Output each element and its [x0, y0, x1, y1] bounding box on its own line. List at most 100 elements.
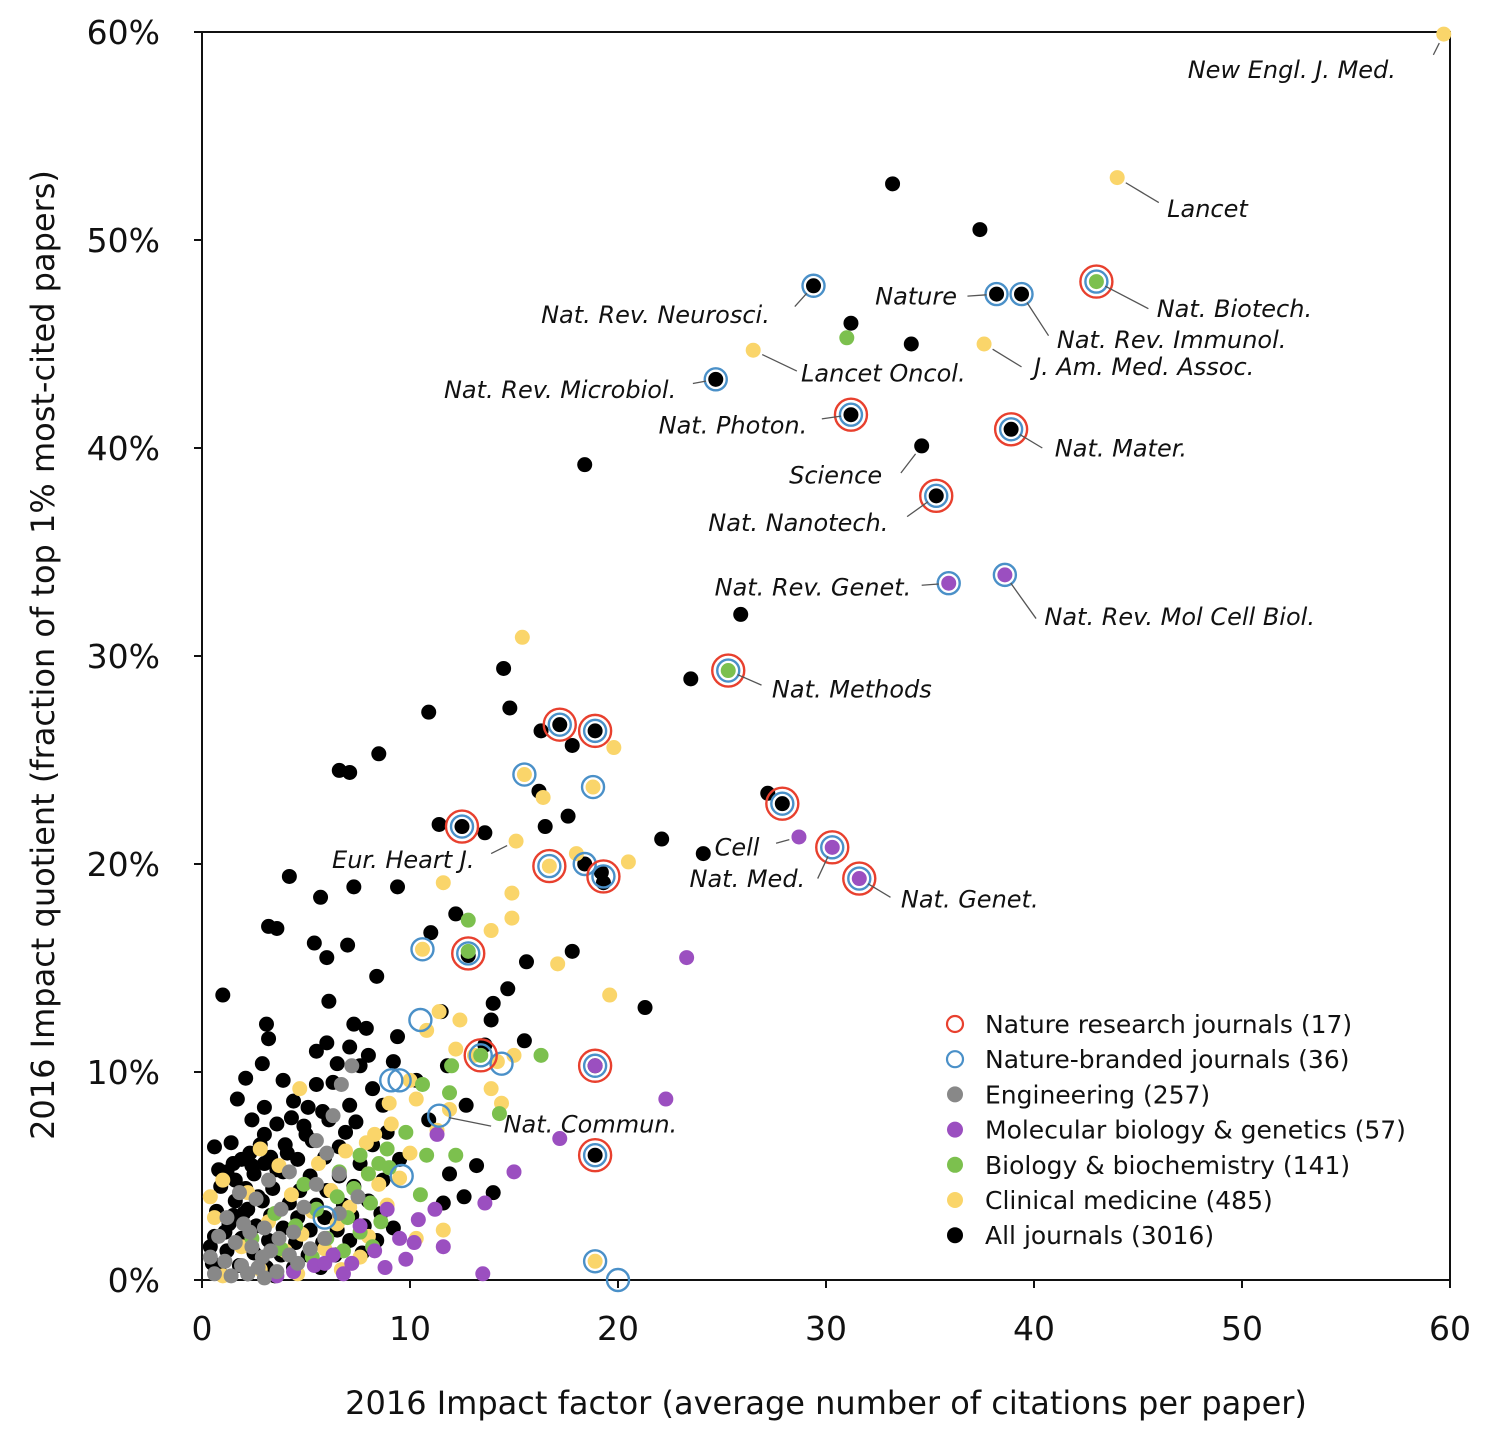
- clinical-point: [383, 1116, 399, 1132]
- molecular_biology-point: [435, 1239, 451, 1255]
- clinical-point: [745, 342, 761, 358]
- nature-branded-ring: [582, 1142, 608, 1168]
- clinical-point: [448, 1041, 464, 1057]
- all-point: [564, 737, 580, 753]
- all-point: [928, 488, 944, 504]
- all-point: [202, 1239, 218, 1255]
- biology-point: [839, 330, 855, 346]
- clinical-point: [483, 1081, 499, 1097]
- legend-swatch: [945, 1014, 965, 1034]
- legend-swatch: [947, 1086, 963, 1103]
- clinical-point: [283, 1187, 299, 1203]
- all-point: [223, 1135, 239, 1151]
- x-tick-label: 20: [597, 1309, 639, 1348]
- annotation-label: Nat. Rev. Genet.: [715, 574, 912, 602]
- annotation-label: Nat. Nanotech.: [708, 509, 888, 537]
- y-axis: 0% 10% 20% 30% 40% 50% 60%: [87, 13, 202, 1300]
- all-point: [500, 981, 516, 997]
- molecular_biology-point: [475, 1266, 491, 1282]
- all-point: [448, 906, 464, 922]
- legend-label: Molecular biology & genetics (57): [985, 1116, 1406, 1145]
- biology-point: [398, 1124, 414, 1140]
- engineering-point: [240, 1266, 256, 1282]
- legend-swatch: [947, 1121, 963, 1138]
- annotation-label: Eur. Heart J.: [332, 846, 474, 874]
- y-tick-label: 0%: [108, 1261, 160, 1300]
- biology-point: [444, 1058, 460, 1074]
- molecular_biology-point: [429, 1126, 445, 1142]
- all-point: [454, 819, 470, 835]
- plot-frame: [201, 31, 1451, 1281]
- all-point: [1003, 421, 1019, 437]
- annotation-leader: [775, 838, 790, 844]
- engineering-point: [256, 1270, 272, 1286]
- molecular_biology-point: [587, 1058, 603, 1074]
- legend-label: Nature-branded journals (36): [985, 1045, 1350, 1074]
- nature-branded-ring: [387, 1068, 412, 1093]
- nature-branded-ring: [936, 571, 961, 596]
- nature-branded-ring: [312, 1205, 337, 1230]
- molecular_biology-point: [679, 950, 695, 966]
- molecular_biology-point: [367, 1243, 383, 1259]
- clinical-point: [976, 336, 992, 352]
- nature-branded-ring: [820, 835, 845, 860]
- clinical-point: [1109, 170, 1125, 186]
- engineering-point: [331, 1166, 347, 1182]
- all-point: [577, 856, 593, 872]
- legend-swatch: [947, 1156, 963, 1173]
- molecular_biology-point: [335, 1266, 351, 1282]
- biology-point: [448, 1147, 464, 1163]
- all-point: [338, 1124, 354, 1140]
- molecular_biology-point: [824, 839, 840, 855]
- all-point: [683, 671, 699, 687]
- all-point: [319, 1035, 335, 1051]
- nature-research-ring: [451, 936, 486, 971]
- all-point: [346, 879, 362, 895]
- nature-branded-ring: [924, 483, 949, 509]
- nature-research-ring: [577, 1137, 613, 1173]
- plot-border: [201, 31, 1451, 1281]
- nature-research-ring: [444, 809, 480, 844]
- all-point: [695, 846, 711, 862]
- nature-branded-ring: [580, 774, 606, 800]
- clinical-point: [504, 910, 520, 926]
- molecular_biology-point: [427, 1201, 443, 1217]
- biology-point: [460, 912, 476, 928]
- nature-research-ring: [711, 653, 746, 688]
- clinical-point: [504, 885, 520, 901]
- nature-branded-ring: [449, 814, 475, 839]
- nature-branded-ring: [591, 864, 616, 889]
- all-point: [286, 1093, 302, 1109]
- all-point: [319, 950, 335, 966]
- legend: Nature research journals (17) Nature-bran…: [945, 1010, 1406, 1250]
- biology-point: [379, 1141, 395, 1157]
- clinical-point: [602, 987, 618, 1003]
- nature-branded-ring: [992, 562, 1018, 588]
- nature-branded-ring: [389, 1163, 414, 1189]
- engineering-point: [202, 1249, 218, 1265]
- molecular_biology-point: [392, 1230, 408, 1246]
- annotation-label: Nat. Rev. Microbiol.: [444, 376, 676, 404]
- clinical-point: [620, 854, 636, 870]
- all-point: [442, 1166, 458, 1182]
- nature-research-ring: [532, 848, 567, 884]
- y-tick-label: 40%: [87, 429, 160, 468]
- biology-point: [442, 1085, 458, 1101]
- molecular_biology-point: [317, 1255, 333, 1271]
- engineering-point: [273, 1201, 289, 1217]
- legend-swatch: [945, 1050, 965, 1069]
- biology-point: [352, 1147, 368, 1163]
- clinical-point: [206, 1210, 222, 1226]
- molecular_biology-point: [552, 1131, 568, 1147]
- all-point: [244, 1112, 260, 1128]
- engineering-point: [350, 1189, 366, 1205]
- all-point: [456, 1189, 472, 1205]
- nature-branded-ring: [547, 712, 572, 737]
- molecular_biology-point: [398, 1251, 414, 1267]
- legend-label: Nature research journals (17): [985, 1010, 1352, 1039]
- legend-label: Engineering (257): [985, 1080, 1210, 1109]
- nature-branded-ring: [1084, 269, 1109, 294]
- clinical-point: [414, 941, 430, 957]
- all-point: [708, 371, 724, 387]
- engineering-point: [308, 1133, 324, 1149]
